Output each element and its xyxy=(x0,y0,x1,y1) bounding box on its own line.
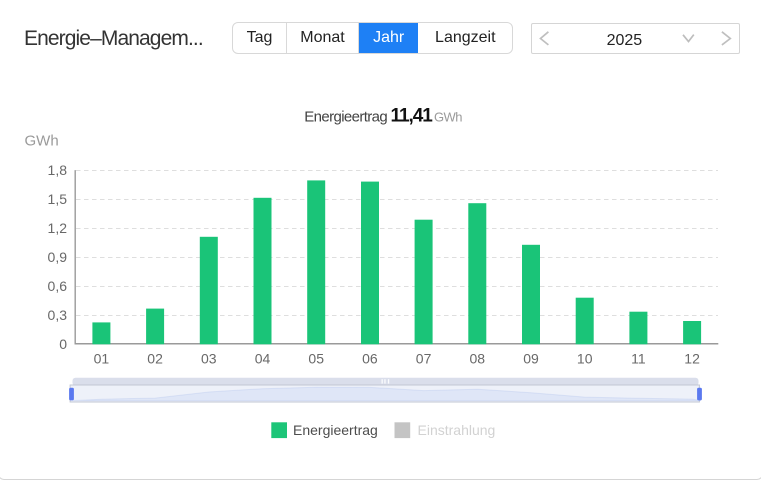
svg-text:11,41: 11,41 xyxy=(391,105,434,126)
svg-text:0,3: 0,3 xyxy=(48,307,68,323)
svg-text:11: 11 xyxy=(631,351,646,367)
svg-text:Einstrahlung: Einstrahlung xyxy=(418,422,496,438)
svg-text:0,6: 0,6 xyxy=(48,278,68,294)
svg-text:07: 07 xyxy=(416,351,432,367)
svg-text:0: 0 xyxy=(59,336,67,352)
svg-text:08: 08 xyxy=(470,351,486,367)
svg-text:0,9: 0,9 xyxy=(48,249,68,265)
svg-text:Energieertrag: Energieertrag xyxy=(304,108,387,125)
svg-text:Energieertrag: Energieertrag xyxy=(293,422,378,438)
svg-text:06: 06 xyxy=(362,351,378,367)
svg-text:GWh: GWh xyxy=(25,132,59,149)
svg-text:1,5: 1,5 xyxy=(48,191,68,207)
svg-text:1,2: 1,2 xyxy=(48,220,68,236)
svg-text:04: 04 xyxy=(255,351,271,367)
svg-text:02: 02 xyxy=(147,351,163,367)
svg-text:10: 10 xyxy=(577,351,593,367)
svg-text:01: 01 xyxy=(94,351,110,367)
svg-text:09: 09 xyxy=(523,351,539,367)
svg-text:05: 05 xyxy=(308,351,324,367)
svg-text:2025: 2025 xyxy=(607,32,643,49)
svg-text:1,8: 1,8 xyxy=(48,162,68,178)
svg-text:GWh: GWh xyxy=(434,109,462,124)
svg-text:03: 03 xyxy=(201,351,217,367)
svg-text:12: 12 xyxy=(684,351,700,367)
